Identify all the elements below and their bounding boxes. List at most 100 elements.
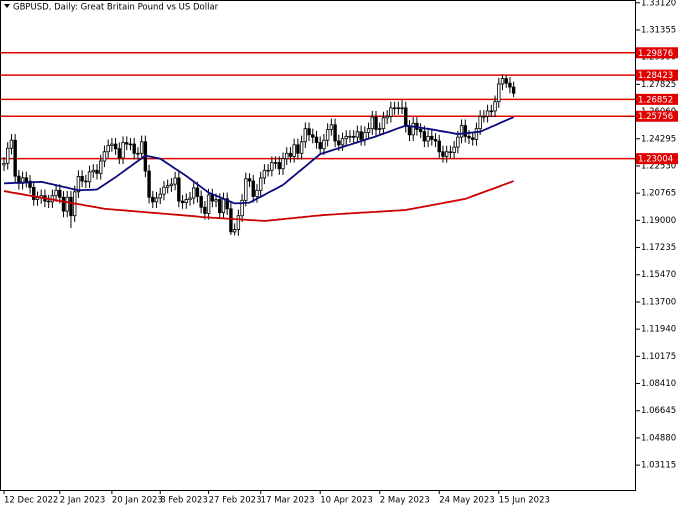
candle-body (467, 135, 471, 139)
candle-body (325, 129, 330, 141)
candle-body (173, 177, 177, 185)
candle-body (374, 116, 378, 130)
level-label: 1.23004 (638, 155, 673, 165)
candle-body (61, 196, 66, 212)
y-tick-label: 1.31355 (641, 25, 676, 35)
candle-body (277, 162, 281, 170)
y-tick-label: 1.04880 (641, 433, 676, 443)
x-tick-label: 2 Jan 2023 (60, 496, 106, 506)
candle-body (151, 196, 155, 203)
y-tick-label: 1.15470 (641, 270, 676, 280)
candle-body (106, 145, 110, 153)
candle-body (6, 147, 10, 164)
candle-body (511, 86, 516, 94)
level-tag (636, 153, 678, 165)
candle-body (132, 143, 136, 154)
y-tick-label: 1.24295 (641, 134, 676, 144)
candle-body (13, 139, 17, 177)
plot-frame (0, 0, 636, 491)
candle-body (407, 125, 412, 136)
candle-body (244, 178, 248, 201)
y-tick-label: 1.10175 (641, 352, 676, 362)
level-tag (636, 47, 678, 59)
y-tick-label: 1.33120 (641, 0, 676, 8)
candle-body (262, 169, 267, 179)
y-tick-label: 1.03115 (641, 461, 676, 471)
level-label: 1.29876 (638, 49, 673, 59)
candle-body (229, 208, 233, 233)
candle-body (240, 199, 244, 217)
candle-body (493, 101, 497, 112)
candle-body (389, 107, 393, 117)
candle-body (392, 107, 397, 110)
candle-body (333, 124, 337, 142)
candle-body (378, 128, 382, 130)
candle-body (337, 140, 341, 146)
x-tick-label: 15 Jun 2023 (499, 496, 550, 506)
candle-body (266, 169, 270, 172)
candle-body (95, 169, 99, 174)
candle-body (154, 197, 159, 203)
candle-body (474, 128, 479, 140)
candle-body (139, 141, 144, 154)
y-tick-label: 1.06645 (641, 406, 676, 416)
candle-body (478, 115, 482, 130)
candle-body (456, 136, 460, 148)
x-tick-label: 12 Dec 2022 (4, 496, 58, 506)
candle-body (329, 124, 334, 130)
candle-body (28, 180, 32, 188)
y-tick-label: 1.19000 (641, 216, 676, 226)
candle-body (366, 128, 371, 133)
candle-body (370, 116, 374, 130)
candle-body (225, 198, 229, 210)
candle-body (177, 177, 181, 202)
candle-body (303, 128, 308, 143)
candle-body (255, 189, 259, 197)
candle-body (463, 125, 467, 137)
moving-average-line (3, 116, 514, 205)
candle-body (206, 194, 211, 214)
candle-body (273, 162, 278, 164)
candle-body (344, 135, 348, 140)
candle-body (400, 107, 404, 110)
level-tag (636, 110, 678, 122)
candle-body (80, 176, 84, 182)
candle-body (247, 178, 252, 182)
candle-body (76, 176, 81, 193)
candle-body (270, 162, 274, 171)
candle-body (158, 193, 162, 199)
candle-body (504, 78, 508, 84)
candle-body (236, 215, 241, 230)
candle-body (430, 135, 434, 140)
candle-body (452, 146, 456, 153)
candle-body (136, 152, 140, 155)
candle-body (459, 125, 464, 138)
candle-body (489, 110, 494, 113)
candle-body (292, 144, 296, 157)
candle-body (508, 82, 512, 88)
candle-body (184, 199, 188, 204)
y-tick-label: 1.08410 (641, 379, 676, 389)
candle-body (311, 134, 315, 138)
candle-body (322, 139, 326, 150)
candle-body (128, 143, 133, 146)
candle-body (314, 136, 319, 143)
level-tag (636, 93, 678, 105)
candle-body (381, 117, 386, 130)
level-label: 1.28423 (638, 71, 673, 81)
candle-body (188, 197, 192, 200)
x-tick-label: 20 Jan 2023 (112, 496, 163, 506)
chart-title: GBPUSD, Daily: Great Britain Pound vs US… (13, 3, 219, 13)
candle-body (87, 171, 92, 183)
candle-body (32, 186, 36, 200)
y-tick-label: 1.17235 (641, 243, 676, 253)
x-tick-label: 10 Apr 2023 (320, 496, 373, 506)
candle-body (169, 183, 174, 187)
x-tick-label: 24 May 2023 (439, 496, 494, 506)
y-tick-label: 1.20765 (641, 189, 676, 199)
candle-body (288, 152, 293, 157)
candle-body (125, 142, 129, 145)
candle-body (351, 135, 356, 138)
candle-body (444, 151, 449, 157)
